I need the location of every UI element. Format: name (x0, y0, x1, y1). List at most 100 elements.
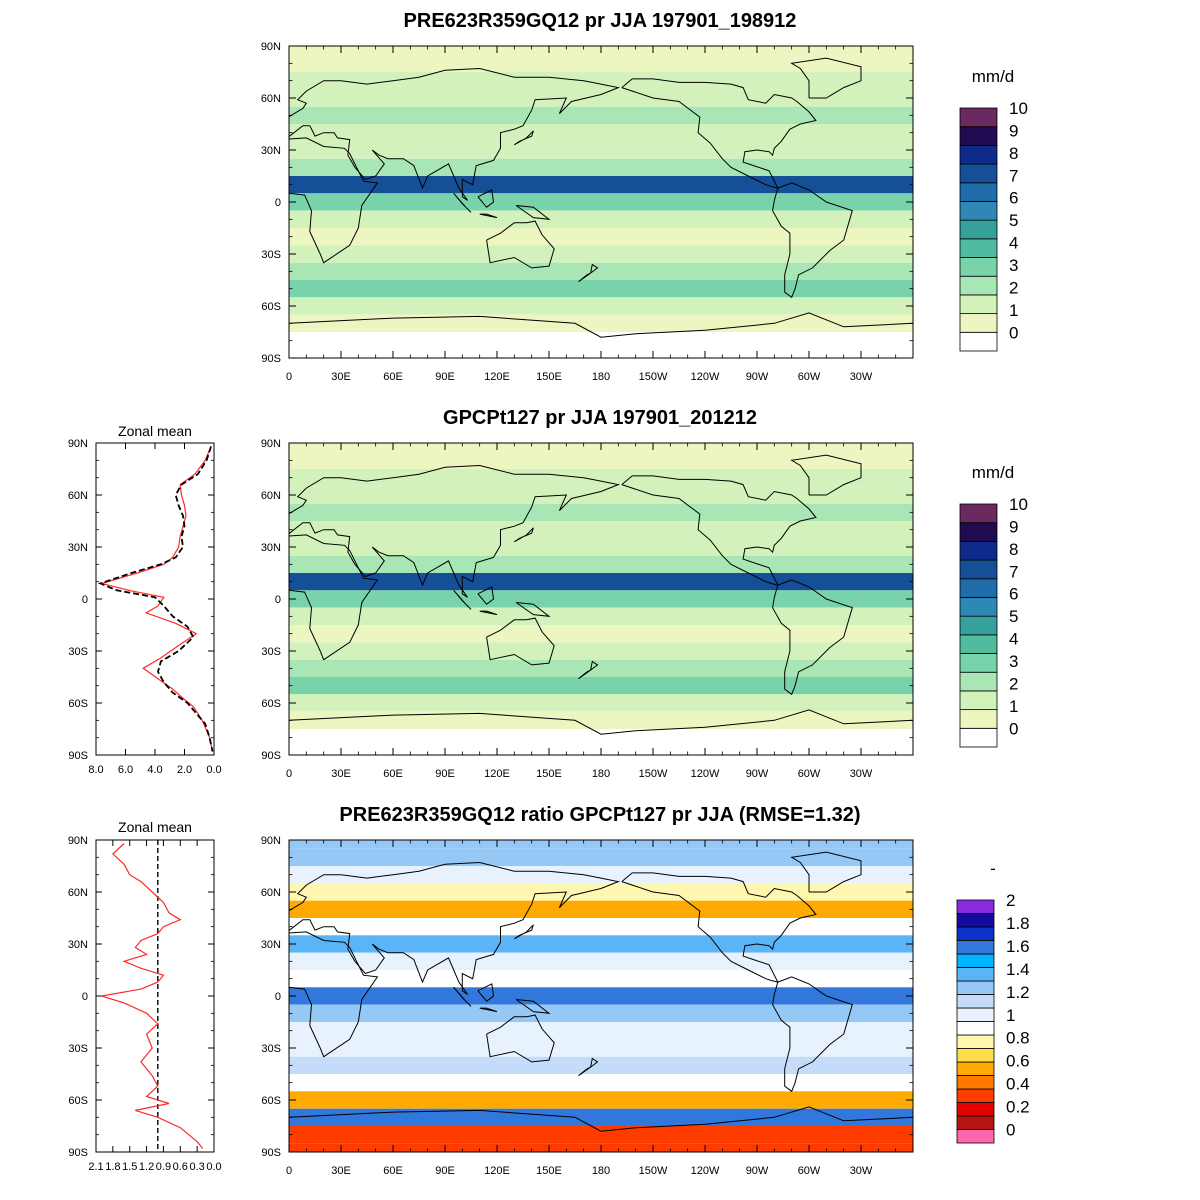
colorbar-swatch (959, 144, 998, 165)
lat-band (289, 106, 913, 124)
colorbar-label: 2 (1009, 674, 1018, 693)
x-tick-label: 120W (691, 371, 720, 383)
x-tick-label: 180 (592, 1165, 610, 1177)
zonal-y-tick-label: 30N (68, 542, 88, 554)
zonal-y-tick-label: 0 (82, 594, 88, 606)
colorbar-label: 0 (1009, 323, 1018, 342)
colorbar-swatch (959, 578, 998, 598)
y-tick-label: 90S (261, 353, 281, 365)
colorbar-label: 2 (1006, 891, 1015, 910)
zonal-y-tick-label: 90S (68, 750, 88, 762)
zonal-x-tick-label: 2.0 (177, 764, 192, 776)
lat-band (289, 625, 913, 643)
y-tick-label: 60S (261, 698, 281, 710)
x-tick-label: 90W (746, 1165, 769, 1177)
zonal-y-tick-label: 90S (68, 1147, 88, 1159)
colorbar-swatch (956, 1102, 995, 1117)
lat-band (289, 228, 913, 246)
zonal-x-tick-label: 0.0 (206, 764, 221, 776)
lat-band (289, 659, 913, 677)
colorbar-label: 10 (1009, 495, 1028, 514)
x-tick-label: 0 (286, 768, 292, 780)
colorbar-label: 1.4 (1006, 960, 1030, 979)
coastline-segment (479, 610, 498, 616)
y-tick-label: 0 (275, 594, 281, 606)
zonal-y-tick-label: 60S (68, 698, 88, 710)
y-tick-label: 60N (261, 887, 281, 899)
colorbar-swatch (959, 727, 998, 748)
lat-band (289, 848, 913, 866)
zonal-y-tick-label: 90N (68, 835, 88, 847)
colorbar-label: 1.2 (1006, 983, 1030, 1002)
colorbar-label: 1.6 (1006, 937, 1030, 956)
x-tick-label: 60W (798, 371, 821, 383)
x-tick-label: 180 (592, 371, 610, 383)
colorbar-label: 7 (1009, 166, 1018, 185)
x-tick-label: 30E (331, 1165, 351, 1177)
lat-band (289, 451, 913, 469)
colorbar-label: 9 (1009, 121, 1018, 140)
coastline-segment (772, 182, 853, 299)
zonal-x-tick-label: 8.0 (88, 764, 103, 776)
lat-band (289, 297, 913, 315)
coastline-segment (289, 861, 621, 995)
colorbar-swatch (956, 1061, 995, 1076)
lat-band (289, 54, 913, 72)
lat-band (289, 538, 913, 556)
coastline-segment (289, 534, 379, 661)
coastline-segment (289, 312, 913, 358)
colorbar-swatch (959, 275, 998, 296)
x-tick-label: 120E (484, 371, 510, 383)
lat-band (289, 1004, 913, 1022)
coastline-segment (514, 924, 534, 940)
coastline-segment (515, 602, 551, 617)
lat-band (289, 193, 913, 211)
zonal-x-tick-label: 0.9 (156, 1161, 171, 1173)
map-field (289, 46, 913, 358)
panel-obs: GPCPt127 pr JJA 197901_201212 0 30E 60E 90E… (68, 407, 1028, 780)
lat-band (289, 694, 913, 712)
colorbar-swatch (959, 615, 998, 636)
x-tick-label: 90E (435, 1165, 455, 1177)
colorbar: 0 1 2 3 4 5 6 7 8 9 10 (959, 99, 1028, 352)
lat-band (289, 280, 913, 298)
colorbar-swatch (959, 163, 998, 184)
colorbar-swatch (959, 331, 998, 352)
x-tick-label: 60W (798, 1165, 821, 1177)
coastline-segment (621, 475, 817, 586)
map-frame: 0 30E 60E 90E 120E 150E 180 150W 120W 90W 60W 30W 90… (261, 835, 914, 1177)
coastline-segment (477, 983, 495, 1002)
lat-band (289, 883, 913, 901)
coastline (289, 851, 913, 1152)
colorbar-label: 1 (1009, 301, 1018, 320)
y-tick-label: 0 (275, 991, 281, 1003)
lat-band (289, 1074, 913, 1092)
colorbar-swatch (956, 899, 995, 914)
colorbar-label: 4 (1009, 630, 1018, 649)
lat-band (289, 486, 913, 504)
x-tick-label: 90W (746, 371, 769, 383)
coastline-segment (772, 579, 853, 696)
coastline-segment (590, 660, 599, 671)
colorbar-label: 7 (1009, 562, 1018, 581)
y-tick-label: 60N (261, 490, 281, 502)
lat-band (289, 72, 913, 90)
panel-title: PRE623R359GQ12 ratio GPCPt127 pr JJA (RM… (339, 804, 860, 826)
x-tick-label: 0 (286, 1165, 292, 1177)
zonal-x-tick-label: 6.0 (118, 764, 133, 776)
zonal-x-tick-label: 1.8 (105, 1161, 120, 1173)
x-tick-label: 30W (850, 1165, 873, 1177)
lat-band (289, 469, 913, 487)
x-tick-label: 90W (746, 768, 769, 780)
lat-band (289, 124, 913, 142)
colorbar-label: 2 (1009, 278, 1018, 297)
coastline-segment (514, 130, 534, 146)
colorbar-label: 3 (1009, 256, 1018, 275)
coastline-segment (453, 192, 472, 213)
zonal-x-tick-label: 0.6 (173, 1161, 188, 1173)
colorbar-label: 1.8 (1006, 914, 1030, 933)
lat-band (289, 89, 913, 107)
colorbar-swatch (959, 182, 998, 202)
x-tick-label: 120W (691, 768, 720, 780)
